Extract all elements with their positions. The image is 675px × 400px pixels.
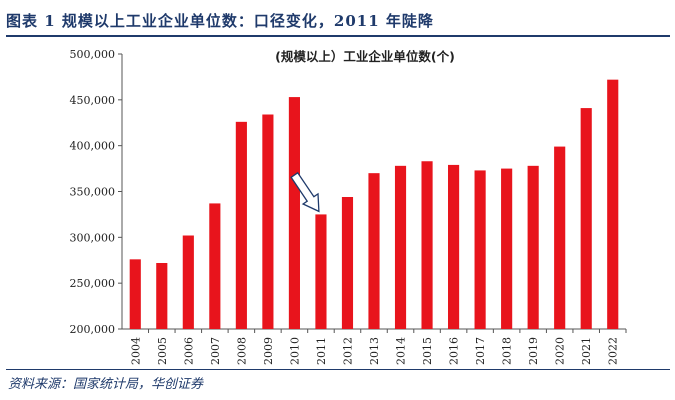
x-tick-label: 2021 [580,337,593,365]
chart-title: (规模以上）工业企业单位数(个) [275,49,455,64]
bar-2019 [527,165,539,329]
y-tick-label: 500,000 [70,48,116,61]
x-tick-label: 2004 [129,337,142,365]
x-tick-label: 2011 [315,337,328,365]
x-tick-label: 2015 [421,337,434,365]
x-tick-label: 2010 [288,337,301,365]
bar-2015 [421,161,433,329]
bar-2018 [501,168,513,329]
y-tick-label: 300,000 [70,231,116,244]
bar-2016 [448,164,460,329]
bar-2017 [474,170,486,329]
bar-2012 [341,197,354,329]
x-tick-label: 2006 [182,337,195,365]
source-divider [6,369,670,370]
bar-2005 [156,263,168,329]
bar-2020 [554,146,566,329]
y-tick-label: 400,000 [70,140,116,153]
bar-chart: (规模以上）工业企业单位数(个) 200,000 250,000 300,000 35… [70,48,627,365]
x-tick-label: 2016 [448,337,461,365]
chart-annotations [290,171,320,213]
decline-arrow [290,171,320,213]
title-divider [6,35,670,37]
x-tick-label: 2012 [341,337,354,365]
x-tick-label: 2020 [554,337,567,365]
bar-2013 [368,173,380,329]
y-axis: 200,000 250,000 300,000 350,000 400,000 450,0… [70,48,123,336]
x-tick-label: 2017 [474,337,487,365]
bar-2009 [262,114,274,329]
figure-title: 图表 1 规模以上工业企业单位数：口径变化，2011 年陡降 [6,12,434,30]
bar-2010 [288,97,300,329]
source-note: 资料来源：国家统计局，华创证券 [8,377,204,392]
bar-2004 [129,259,141,329]
bar-2006 [182,235,194,329]
x-tick-label: 2014 [395,337,408,365]
bar-2021 [580,108,592,329]
bar-2022 [607,79,619,329]
x-tick-label: 2019 [527,337,540,365]
bar-2008 [235,121,247,329]
x-tick-label: 2018 [501,337,514,365]
bar-series [129,79,619,329]
y-tick-label: 250,000 [70,277,116,290]
bar-2011 [315,214,327,329]
x-tick-label: 2013 [368,337,381,365]
bar-2007 [209,203,221,329]
y-tick-label: 350,000 [70,186,116,199]
x-tick-label: 2007 [209,337,222,365]
x-axis: 2004 2005 2006 2007 2008 2009 2010 2011 2012 2013… [122,328,627,365]
x-tick-label: 2009 [262,337,275,365]
x-tick-label: 2008 [235,337,248,365]
bar-2014 [394,165,407,329]
x-tick-label: 2022 [607,337,620,365]
x-tick-label: 2005 [156,337,169,365]
y-tick-label: 450,000 [70,94,116,107]
y-tick-label: 200,000 [70,323,116,336]
